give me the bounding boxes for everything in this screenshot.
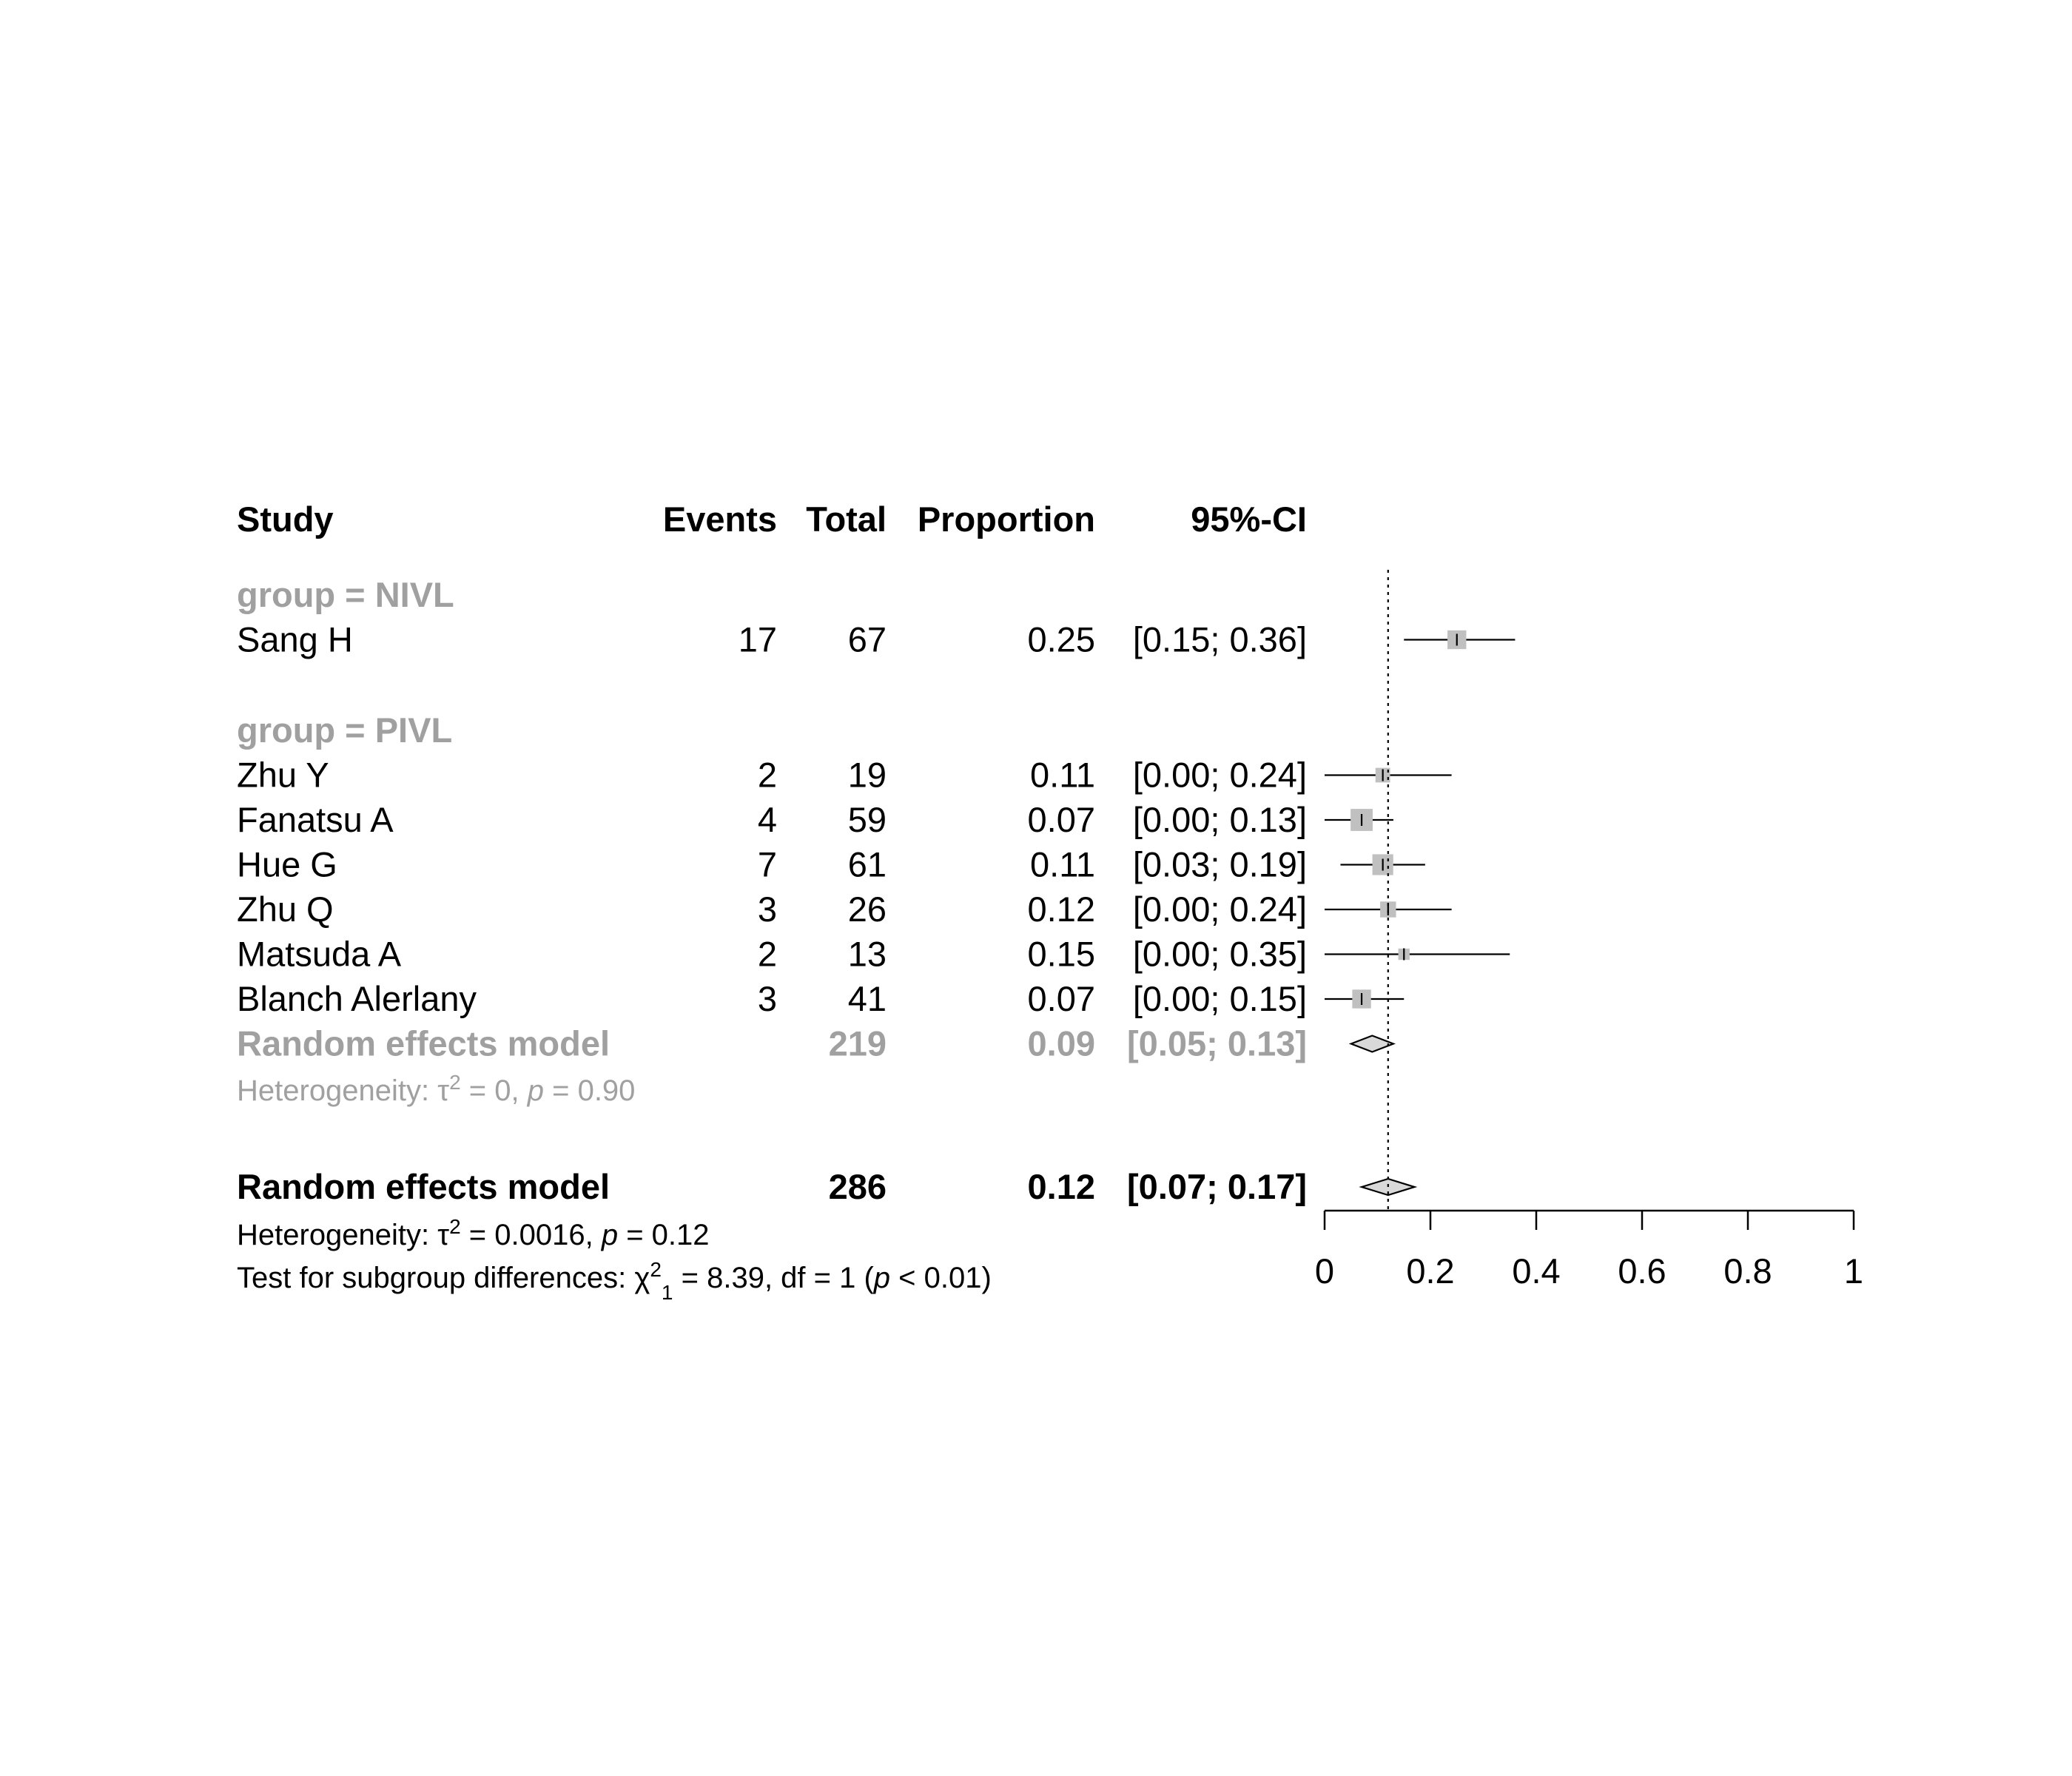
- tick-label: 0: [1315, 1251, 1334, 1291]
- study-proportion: 0.11: [1030, 845, 1095, 884]
- header-ci: 95%-CI: [1191, 500, 1307, 539]
- subgroup-heterogeneity: Heterogeneity: τ2 = 0, p = 0.90: [237, 1071, 635, 1108]
- study-total: 13: [848, 935, 887, 974]
- study-proportion: 0.15: [1028, 935, 1095, 974]
- tick-label: 0.4: [1512, 1251, 1560, 1291]
- subgroup-summary-ci: [0.05; 0.13]: [1127, 1024, 1307, 1063]
- study-ci: [0.15; 0.36]: [1133, 620, 1307, 659]
- table-rows: group = NIVL Sang H 17 67 0.25 [0.15; 0.36] gr…: [237, 575, 1307, 1206]
- study-total: 26: [848, 889, 887, 929]
- tick-label: 0.8: [1723, 1251, 1772, 1291]
- group-label: group = NIVL: [237, 575, 454, 614]
- subgroup-differences-test-part: Test for subgroup differences:: [237, 1262, 634, 1294]
- overall-heterogeneity-part: p: [601, 1219, 618, 1251]
- overall-summary-total: 286: [829, 1167, 887, 1206]
- study-proportion: 0.25: [1028, 620, 1095, 659]
- study-proportion: 0.11: [1030, 756, 1095, 795]
- overall-summary-label: Random effects model: [237, 1167, 610, 1206]
- subgroup-differences-test-part: 2: [650, 1258, 662, 1281]
- study-name: Zhu Q: [237, 889, 334, 929]
- plot-area: [1325, 570, 1516, 1211]
- study-name: Blanch Alerlany: [237, 979, 477, 1018]
- study-total: 19: [848, 756, 887, 795]
- subgroup-heterogeneity-part: 2: [449, 1071, 461, 1094]
- study-events: 2: [758, 935, 777, 974]
- overall-summary-proportion: 0.12: [1028, 1167, 1095, 1206]
- study-events: 3: [758, 979, 777, 1018]
- header-proportion: Proportion: [918, 500, 1095, 539]
- overall-heterogeneity-part: = 0.12: [618, 1219, 709, 1251]
- subgroup-summary-label: Random effects model: [237, 1024, 610, 1063]
- footer-notes: Heterogeneity: τ2 = 0.0016, p = 0.12Test…: [237, 1215, 992, 1304]
- header-total: Total: [806, 500, 887, 539]
- study-events: 4: [758, 800, 777, 839]
- study-ci: [0.00; 0.15]: [1133, 979, 1307, 1018]
- study-ci: [0.00; 0.13]: [1133, 800, 1307, 839]
- group-label: group = PIVL: [237, 710, 452, 750]
- study-ci: [0.00; 0.35]: [1133, 935, 1307, 974]
- subgroup-differences-test-part: = 8.39, df = 1 (: [673, 1262, 875, 1294]
- tick-label: 0.2: [1406, 1251, 1454, 1291]
- subgroup-heterogeneity-part: = 0,: [461, 1074, 528, 1107]
- subgroup-heterogeneity-part: Heterogeneity:: [237, 1074, 437, 1107]
- subgroup-differences-test-part: 1: [662, 1281, 673, 1304]
- overall-summary-ci: [0.07; 0.17]: [1127, 1167, 1307, 1206]
- study-proportion: 0.07: [1028, 979, 1095, 1018]
- study-total: 67: [848, 620, 887, 659]
- subgroup-summary-total: 219: [829, 1024, 887, 1063]
- study-name: Hue G: [237, 845, 337, 884]
- study-events: 3: [758, 889, 777, 929]
- subgroup-heterogeneity-part: p: [527, 1074, 544, 1107]
- study-total: 59: [848, 800, 887, 839]
- study-ci: [0.00; 0.24]: [1133, 756, 1307, 795]
- study-name: Sang H: [237, 620, 353, 659]
- study-proportion: 0.12: [1028, 889, 1095, 929]
- header-study: Study: [237, 500, 334, 539]
- subgroup-differences-test: Test for subgroup differences: χ21 = 8.3…: [237, 1258, 992, 1304]
- study-events: 7: [758, 845, 777, 884]
- overall-heterogeneity-part: = 0.0016,: [461, 1219, 602, 1251]
- study-name: Fanatsu A: [237, 800, 394, 839]
- subgroup-differences-test-part: p: [873, 1262, 890, 1294]
- subgroup-differences-test-part: < 0.01): [890, 1262, 992, 1294]
- subgroup-heterogeneity-part: = 0.90: [544, 1074, 635, 1107]
- tick-label: 0.6: [1618, 1251, 1666, 1291]
- subgroup-summary-proportion: 0.09: [1028, 1024, 1095, 1063]
- header-events: Events: [663, 500, 777, 539]
- study-name: Matsuda A: [237, 935, 402, 974]
- subgroup-diamond: [1348, 1035, 1396, 1053]
- study-total: 41: [848, 979, 887, 1018]
- study-proportion: 0.07: [1028, 800, 1095, 839]
- overall-heterogeneity-part: Heterogeneity:: [237, 1219, 437, 1251]
- overall-heterogeneity-part: 2: [449, 1215, 461, 1238]
- study-ci: [0.00; 0.24]: [1133, 889, 1307, 929]
- study-ci: [0.03; 0.19]: [1133, 845, 1307, 884]
- overall-heterogeneity-part: τ: [437, 1219, 449, 1251]
- overall-heterogeneity: Heterogeneity: τ2 = 0.0016, p = 0.12: [237, 1215, 710, 1252]
- x-axis: 0 0.2 0.4 0.6 0.8 1: [1315, 1209, 1863, 1291]
- study-total: 61: [848, 845, 887, 884]
- study-events: 2: [758, 756, 777, 795]
- study-events: 17: [739, 620, 777, 659]
- subgroup-differences-test-part: χ: [634, 1262, 650, 1294]
- tick-label: 1: [1844, 1251, 1863, 1291]
- subgroup-heterogeneity-part: τ: [437, 1074, 449, 1107]
- study-name: Zhu Y: [237, 756, 329, 795]
